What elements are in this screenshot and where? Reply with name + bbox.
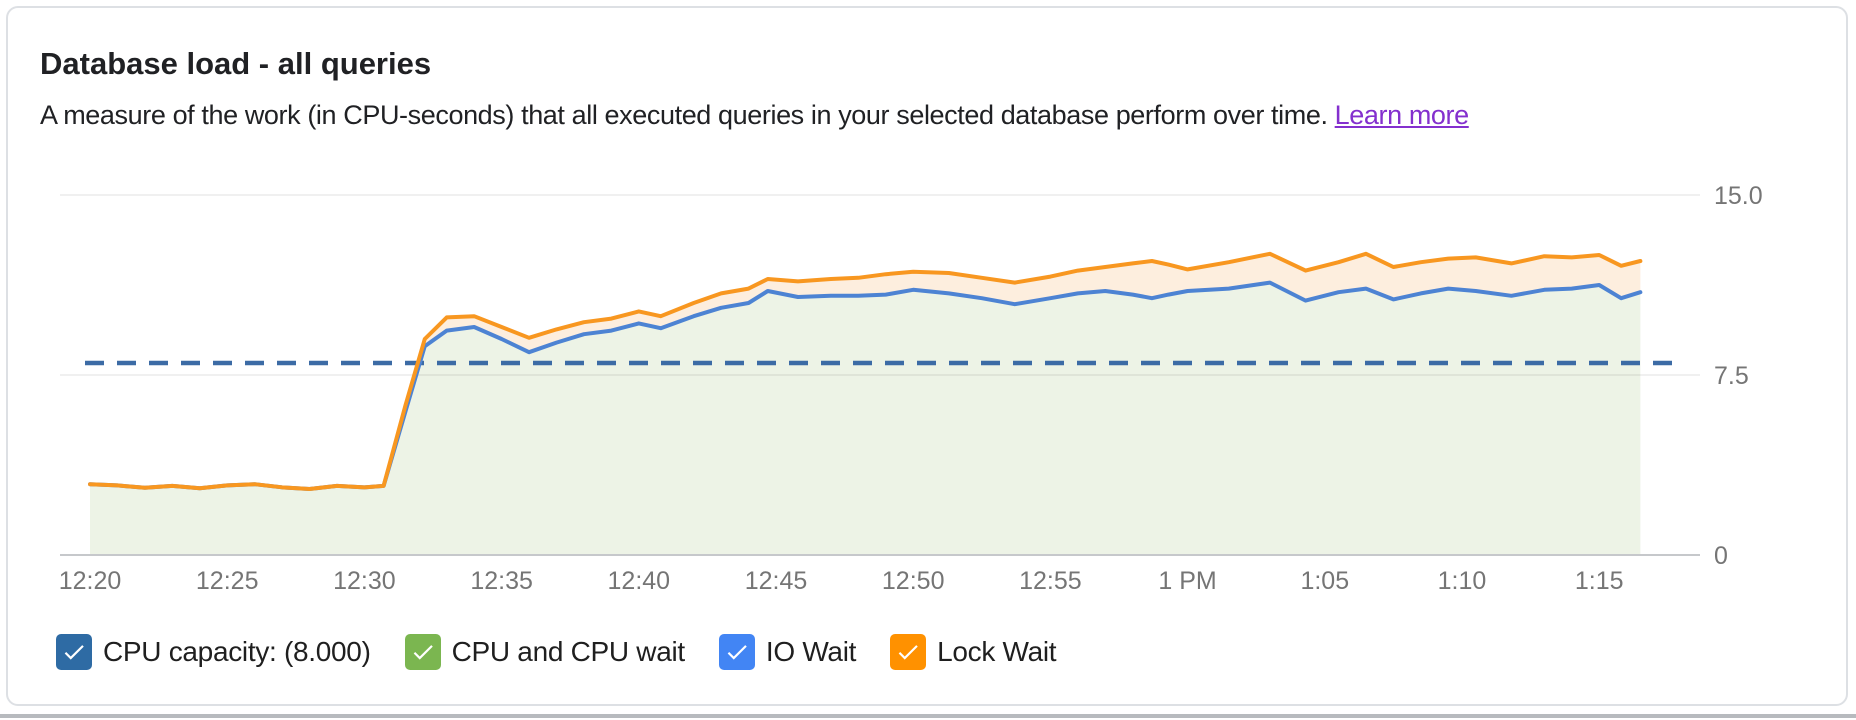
checkmark-icon — [898, 645, 918, 660]
legend-label: IO Wait — [765, 636, 857, 667]
lock-wait-line — [88, 251, 1643, 491]
lock-wait-checkbox[interactable] — [890, 634, 927, 670]
y-axis-label: 7.5 — [1714, 362, 1749, 390]
legend-label: CPU capacity: (8.000) — [103, 636, 371, 667]
legend-label: Lock Wait — [937, 636, 1057, 667]
legend-item-cpu-and-cpu-wait[interactable]: CPU and CPU wait — [404, 634, 686, 670]
y-axis-label: 15.0 — [1714, 182, 1763, 210]
x-axis-label: 12:25 — [196, 567, 259, 595]
checkmark-icon — [727, 645, 747, 660]
checkmark-icon — [413, 645, 433, 660]
x-axis-label: 1 PM — [1158, 567, 1216, 595]
x-axis-label: 12:55 — [1019, 567, 1082, 595]
bottom-divider — [0, 714, 1856, 718]
x-axis-label: 12:45 — [745, 567, 808, 595]
chart-legend: CPU capacity: (8.000) CPU and CPU wait I… — [56, 634, 1057, 670]
lock-wait-band — [90, 253, 1641, 489]
database-load-chart[interactable]: 15.0 7.5 0 12:20 12:25 12:30 12:35 12:40 12:45 12… — [0, 0, 1856, 620]
chart-description-text: A measure of the work (in CPU-seconds) t… — [40, 100, 1328, 130]
learn-more-link[interactable]: Learn more — [1334, 100, 1469, 130]
io-wait-checkbox[interactable] — [718, 634, 755, 670]
x-axis-label: 12:20 — [59, 567, 122, 595]
legend-item-lock-wait[interactable]: Lock Wait — [890, 634, 1057, 670]
x-axis-label: 12:35 — [470, 567, 533, 595]
cpu-capacity-checkbox[interactable] — [56, 634, 92, 670]
legend-item-cpu-capacity[interactable]: CPU capacity: (8.000) — [56, 634, 371, 670]
cpu-and-cpu-wait-checkbox[interactable] — [404, 634, 441, 670]
y-axis-label: 0 — [1714, 542, 1728, 570]
x-axis-label: 12:40 — [608, 567, 671, 595]
legend-item-io-wait[interactable]: IO Wait — [718, 634, 857, 670]
x-axis-label: 1:05 — [1300, 567, 1349, 595]
x-axis-label: 12:50 — [882, 567, 945, 595]
page-title: Database load - all queries — [40, 46, 432, 81]
x-axis-label: 1:15 — [1575, 567, 1624, 595]
cpu-wait-area — [90, 282, 1641, 555]
x-axis-label: 12:30 — [333, 567, 396, 595]
x-axis-label: 1:10 — [1438, 567, 1487, 595]
checkmark-icon — [64, 645, 84, 660]
chart-description: A measure of the work (in CPU-seconds) t… — [40, 100, 1469, 131]
legend-label: CPU and CPU wait — [451, 636, 686, 667]
